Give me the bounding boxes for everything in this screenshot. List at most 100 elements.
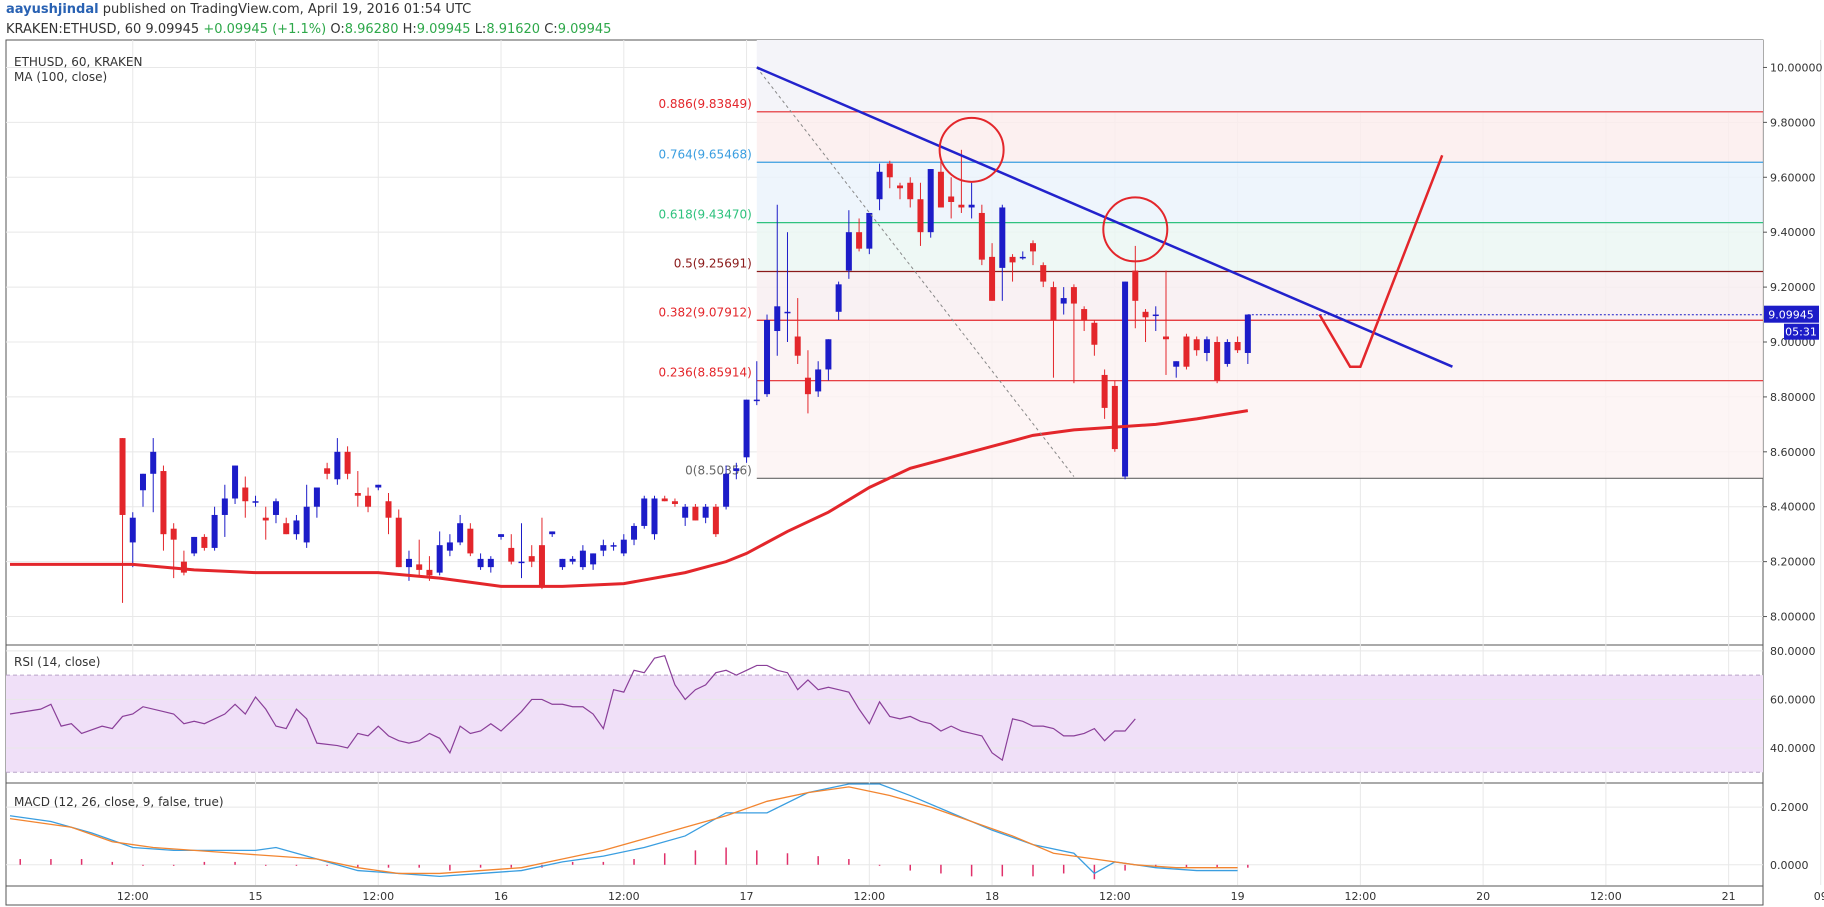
fib-level-label: 0.236(8.85914): [658, 366, 751, 380]
candle-down: [661, 498, 668, 502]
macd-tick-label: 0.0000: [1770, 859, 1809, 872]
candle-up: [1203, 339, 1210, 353]
x-tick-label: 12:00: [1590, 890, 1622, 903]
candle-down: [1162, 336, 1169, 340]
y-tick-label: 9.60000: [1770, 171, 1816, 184]
candle-up: [610, 545, 617, 547]
candle-up: [457, 523, 464, 543]
low-label: L:: [474, 22, 487, 37]
candle-down: [856, 232, 863, 249]
fib-level-label: 0(8.50356): [685, 463, 752, 477]
candle-down: [1081, 309, 1088, 321]
close-value: 9.09945: [557, 22, 612, 37]
candle-up: [232, 465, 239, 499]
candle-up: [876, 171, 883, 200]
moving-average: [10, 409, 1249, 588]
author-link[interactable]: aayushjindal: [6, 2, 99, 17]
candle-down: [712, 506, 719, 535]
candle-up: [682, 506, 689, 518]
last-price-label: 9.09945: [1768, 309, 1814, 322]
candle-up: [477, 558, 484, 568]
candle-up: [487, 558, 494, 568]
chart-canvas[interactable]: 0.886(9.83849) 0.764(9.65468) 0.618(9.4347…: [0, 20, 1824, 907]
candle-up: [129, 517, 136, 543]
x-tick-label: 21: [1722, 890, 1736, 903]
candle-down: [426, 569, 433, 576]
candle-down: [119, 438, 126, 515]
candle-up: [1019, 256, 1026, 259]
candle-up: [733, 468, 740, 472]
candle-up: [1152, 314, 1159, 317]
signal-line: [9, 786, 1238, 875]
candle-up: [375, 484, 382, 488]
macd-pane: [6, 783, 1763, 880]
candle-up: [293, 520, 300, 535]
candle-down: [170, 528, 177, 540]
candle-up: [845, 232, 852, 271]
candle-up: [446, 542, 453, 551]
candle-up: [784, 311, 791, 314]
candle-up: [191, 536, 198, 554]
rsi-line: [9, 655, 1136, 762]
countdown-label: 05:31: [1785, 326, 1817, 339]
rsi-tick-label: 40.0000: [1770, 742, 1816, 755]
candle-up: [436, 545, 443, 573]
candle-down: [283, 523, 290, 535]
candle-down: [365, 495, 372, 507]
y-tick-label: 8.00000: [1770, 611, 1816, 624]
symbol-line: KRAKEN:ETHUSD, 60: [6, 22, 142, 37]
fib-level-label: 0.618(9.43470): [658, 208, 751, 222]
candle-down: [1234, 342, 1241, 351]
publish-header: aayushjindal published on TradingView.co…: [0, 0, 1824, 37]
candle-up: [999, 207, 1006, 268]
candle-up: [866, 212, 873, 249]
candle-up: [405, 558, 412, 568]
candle-up: [835, 284, 842, 312]
candle-down: [385, 501, 392, 518]
fib-zone: [756, 162, 1763, 223]
x-tick-label: 12:00: [1099, 890, 1131, 903]
y-tick-label: 8.80000: [1770, 391, 1816, 404]
x-tick-label: 12:00: [1345, 890, 1377, 903]
countdown-tag: [1784, 323, 1819, 340]
candle-down: [354, 493, 361, 496]
candle-up: [518, 561, 525, 564]
pane-labels: ETHUSD, 60, KRAKEN MA (100, close) RSI (…: [14, 55, 224, 809]
candle-up: [303, 506, 310, 543]
y-tick-label: 8.40000: [1770, 501, 1816, 514]
rsi-tick-label: 60.0000: [1770, 693, 1816, 706]
candle-up: [1224, 342, 1231, 364]
candle-down: [180, 561, 187, 573]
macd-tick-label: 0.2000: [1770, 801, 1809, 814]
candle-up: [221, 498, 228, 515]
candle-up: [1173, 361, 1180, 367]
publish-info: published on TradingView.com, April 19, …: [102, 2, 472, 17]
fib-zone: [756, 271, 1763, 321]
candle-up: [743, 399, 750, 458]
candle-up: [764, 320, 771, 395]
candle-down: [692, 506, 699, 521]
main-pane-title: ETHUSD, 60, KRAKEN: [14, 55, 142, 69]
projection-path: [1318, 154, 1444, 368]
candle-down: [1050, 287, 1057, 321]
drawings: [756, 66, 1763, 477]
x-tick-label: 12:00: [608, 890, 640, 903]
open-value: 8.96280: [344, 22, 399, 37]
y-tick-label: 9.20000: [1770, 281, 1816, 294]
candle-down: [1111, 385, 1118, 450]
candle-down: [1040, 265, 1047, 282]
candle-down: [528, 556, 535, 562]
trend-line: [756, 66, 1453, 368]
y-tick-label: 9.40000: [1770, 226, 1816, 239]
candle-up: [150, 451, 157, 474]
x-tick-label: 18: [985, 890, 999, 903]
y-tick-label: 8.60000: [1770, 446, 1816, 459]
candle-up: [313, 487, 320, 507]
candle-down: [1142, 311, 1149, 318]
candle-up: [753, 399, 760, 402]
candle-down: [1030, 243, 1036, 252]
candle-down: [467, 528, 474, 554]
candle-up: [968, 204, 975, 208]
candle-down: [1070, 287, 1077, 304]
candle-down: [324, 468, 331, 474]
